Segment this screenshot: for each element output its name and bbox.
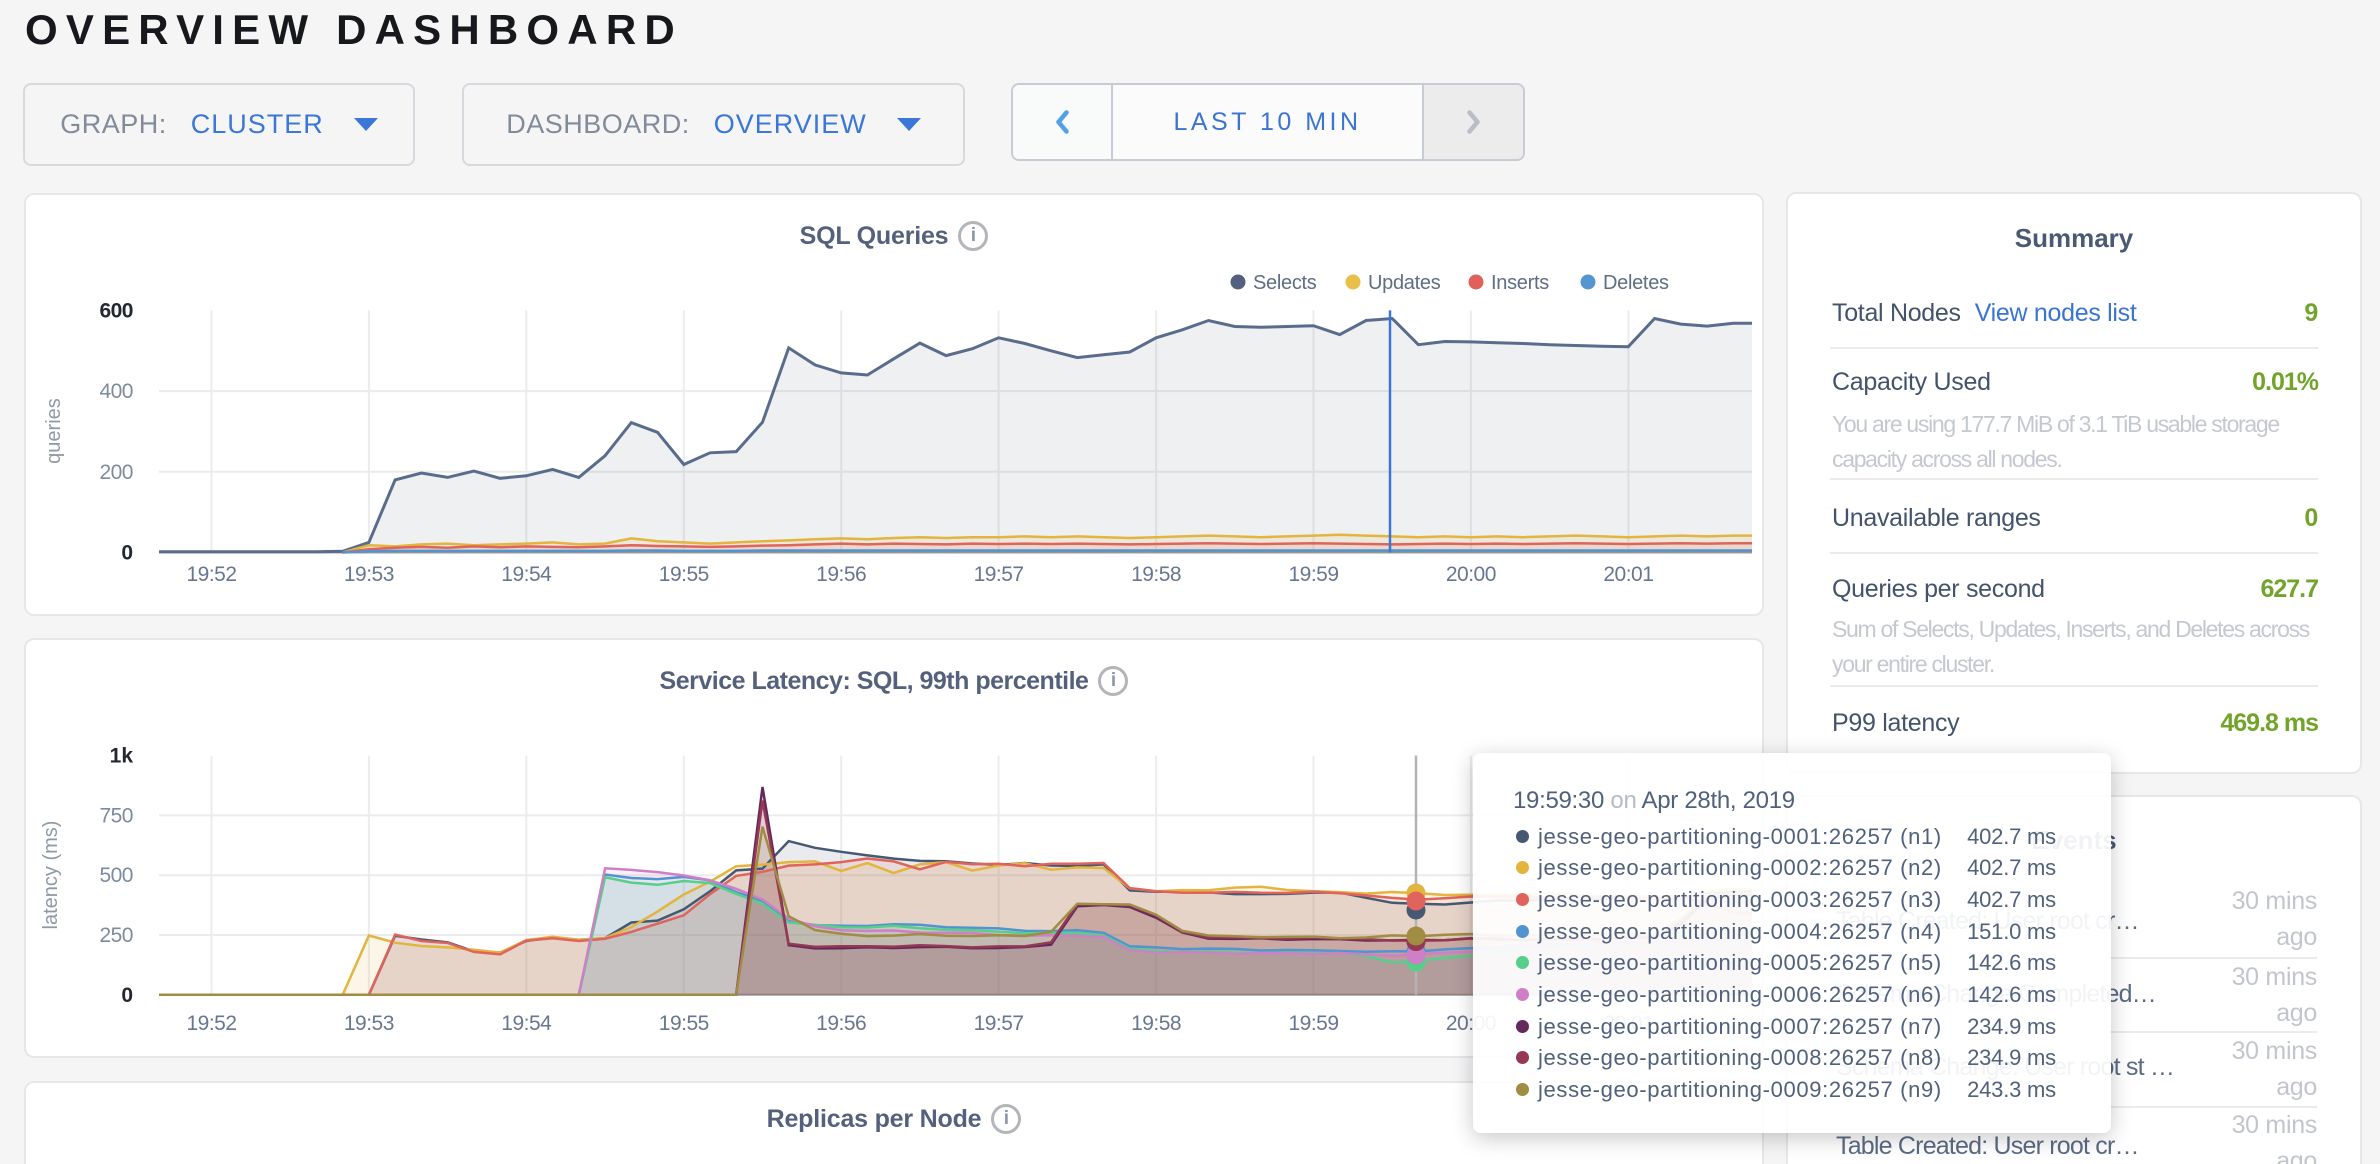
svg-text:19:55: 19:55: [659, 563, 709, 586]
svg-text:0: 0: [121, 984, 133, 1007]
svg-text:400: 400: [99, 380, 133, 403]
svg-text:750: 750: [99, 804, 133, 827]
svg-text:250: 250: [99, 924, 133, 947]
svg-text:19:53: 19:53: [344, 563, 394, 586]
svg-text:queries: queries: [43, 398, 65, 464]
svg-text:Deletes: Deletes: [1603, 272, 1669, 294]
svg-text:19:55: 19:55: [659, 1012, 709, 1035]
svg-text:latency (ms): latency (ms): [40, 821, 62, 930]
svg-text:20:01: 20:01: [1603, 563, 1653, 586]
svg-text:19:59: 19:59: [1288, 563, 1338, 586]
svg-text:200: 200: [99, 461, 133, 484]
svg-text:19:53: 19:53: [344, 1012, 394, 1035]
svg-text:20:00: 20:00: [1446, 563, 1496, 586]
svg-text:Selects: Selects: [1253, 272, 1317, 294]
svg-text:19:52: 19:52: [186, 1012, 236, 1035]
svg-text:19:54: 19:54: [501, 1012, 552, 1035]
svg-text:19:59: 19:59: [1288, 1012, 1338, 1035]
svg-text:500: 500: [99, 864, 133, 887]
svg-text:19:52: 19:52: [186, 563, 236, 586]
svg-text:19:57: 19:57: [974, 563, 1024, 586]
svg-text:600: 600: [99, 299, 133, 322]
svg-text:19:58: 19:58: [1131, 1012, 1181, 1035]
svg-text:19:54: 19:54: [501, 563, 552, 586]
svg-text:19:56: 19:56: [816, 563, 866, 586]
svg-text:0: 0: [121, 542, 133, 565]
svg-text:19:58: 19:58: [1131, 563, 1181, 586]
svg-text:Inserts: Inserts: [1491, 272, 1549, 294]
svg-text:1k: 1k: [110, 745, 134, 768]
svg-text:19:57: 19:57: [974, 1012, 1024, 1035]
svg-text:19:56: 19:56: [816, 1012, 866, 1035]
svg-text:Updates: Updates: [1368, 272, 1441, 294]
